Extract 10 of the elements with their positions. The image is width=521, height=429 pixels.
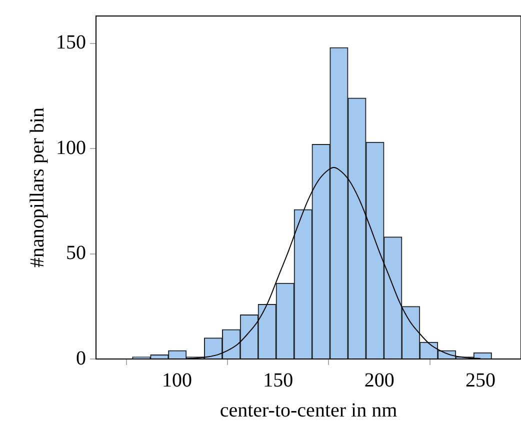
x-tick-label: 200 <box>364 369 394 392</box>
y-tick-label: 150 <box>56 32 86 54</box>
y-axis-title: #nanopillars per bin <box>26 108 48 268</box>
y-tick-label: 0 <box>76 347 86 370</box>
x-tick-label: 150 <box>263 369 294 392</box>
x-tick-label: 250 <box>466 369 496 392</box>
y-tick-label: 100 <box>56 136 86 159</box>
x-tick-label: 100 <box>162 369 192 392</box>
y-tick-label: 50 <box>66 242 86 264</box>
x-axis-title: center-to-center in nm <box>220 399 398 422</box>
